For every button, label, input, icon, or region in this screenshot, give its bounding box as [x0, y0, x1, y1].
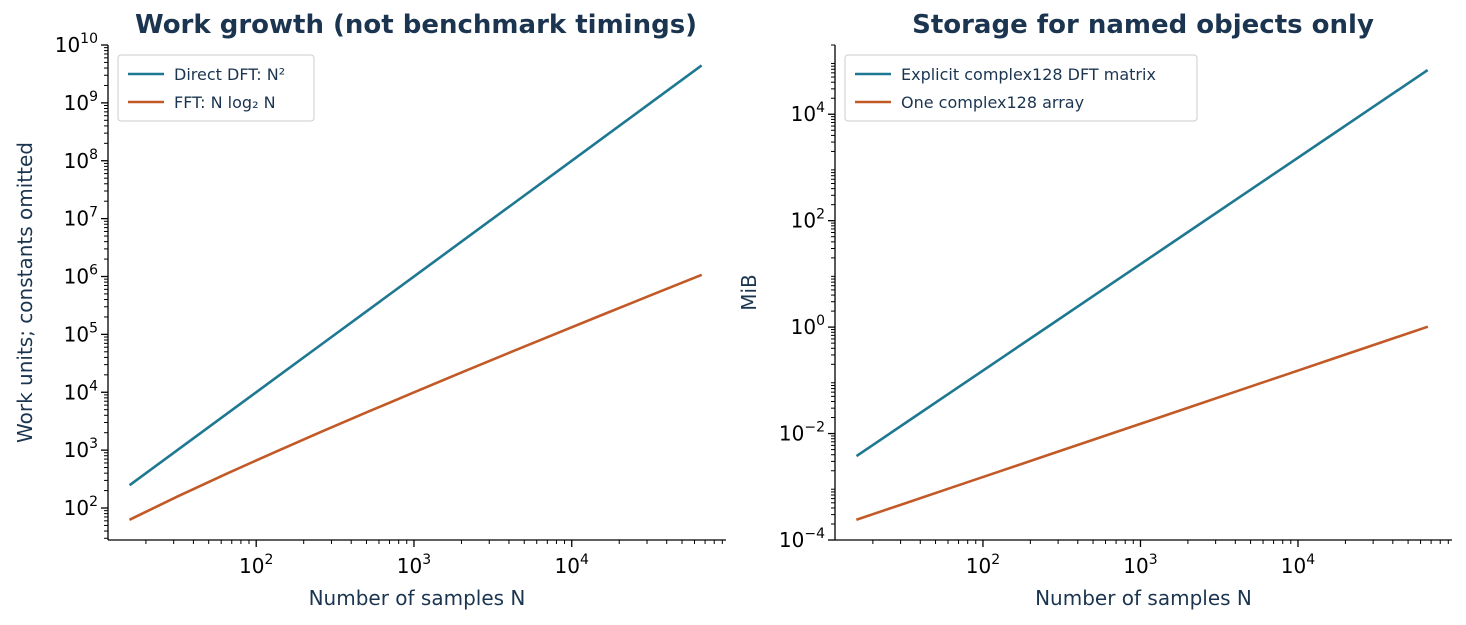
y-tick-label: 103: [64, 436, 98, 462]
series-line-1: [855, 325, 1429, 522]
legend-entry: Direct DFT: N²: [174, 65, 285, 84]
chart-title: Storage for named objects only: [912, 10, 1374, 40]
y-tick-label: 100: [791, 313, 825, 339]
y-tick-label: 104: [791, 100, 825, 126]
chart-storage: Storage for named objects only 102 103 104 1…: [737, 10, 1452, 610]
y-tick-label: 10−4: [779, 526, 825, 552]
x-tick-label: 103: [1123, 552, 1157, 578]
series-line-0: [128, 64, 703, 487]
x-tick-label: 104: [555, 552, 589, 578]
legend: Explicit complex128 DFT matrix One comple…: [844, 54, 1198, 122]
legend-entry: One complex128 array: [901, 93, 1084, 112]
x-axis-label: Number of samples N: [1035, 586, 1252, 610]
y-tick-label: 104: [64, 378, 98, 404]
y-tick-label: 108: [64, 147, 98, 173]
legend-entry: Explicit complex128 DFT matrix: [901, 65, 1156, 84]
series-line-1: [128, 273, 703, 521]
y-axis-label: MiB: [737, 274, 761, 311]
series-line-0: [855, 68, 1429, 458]
y-tick-label: 102: [64, 494, 98, 520]
x-axis-label: Number of samples N: [309, 586, 526, 610]
y-tick-label: 106: [64, 263, 98, 289]
x-tick-label: 102: [239, 552, 273, 578]
chart-work-growth: Work growth (not benchmark timings) 102 10…: [13, 10, 726, 610]
chart-title: Work growth (not benchmark timings): [135, 10, 697, 40]
x-tick-label: 104: [1281, 552, 1315, 578]
legend-entry: FFT: N log₂ N: [174, 93, 276, 112]
y-tick-label: 1010: [55, 31, 98, 57]
y-tick-label: 105: [64, 320, 98, 346]
y-axis-label: Work units; constants omitted: [13, 142, 37, 443]
y-tick-label: 107: [64, 205, 98, 231]
x-tick-label: 103: [397, 552, 431, 578]
y-tick-label: 102: [791, 207, 825, 233]
legend-frame: [117, 54, 315, 122]
y-tick-label: 109: [64, 89, 98, 115]
x-tick-label: 102: [966, 552, 1000, 578]
legend: Direct DFT: N² FFT: N log₂ N: [117, 54, 315, 122]
y-tick-label: 10−2: [779, 420, 825, 446]
legend-frame: [844, 54, 1198, 122]
